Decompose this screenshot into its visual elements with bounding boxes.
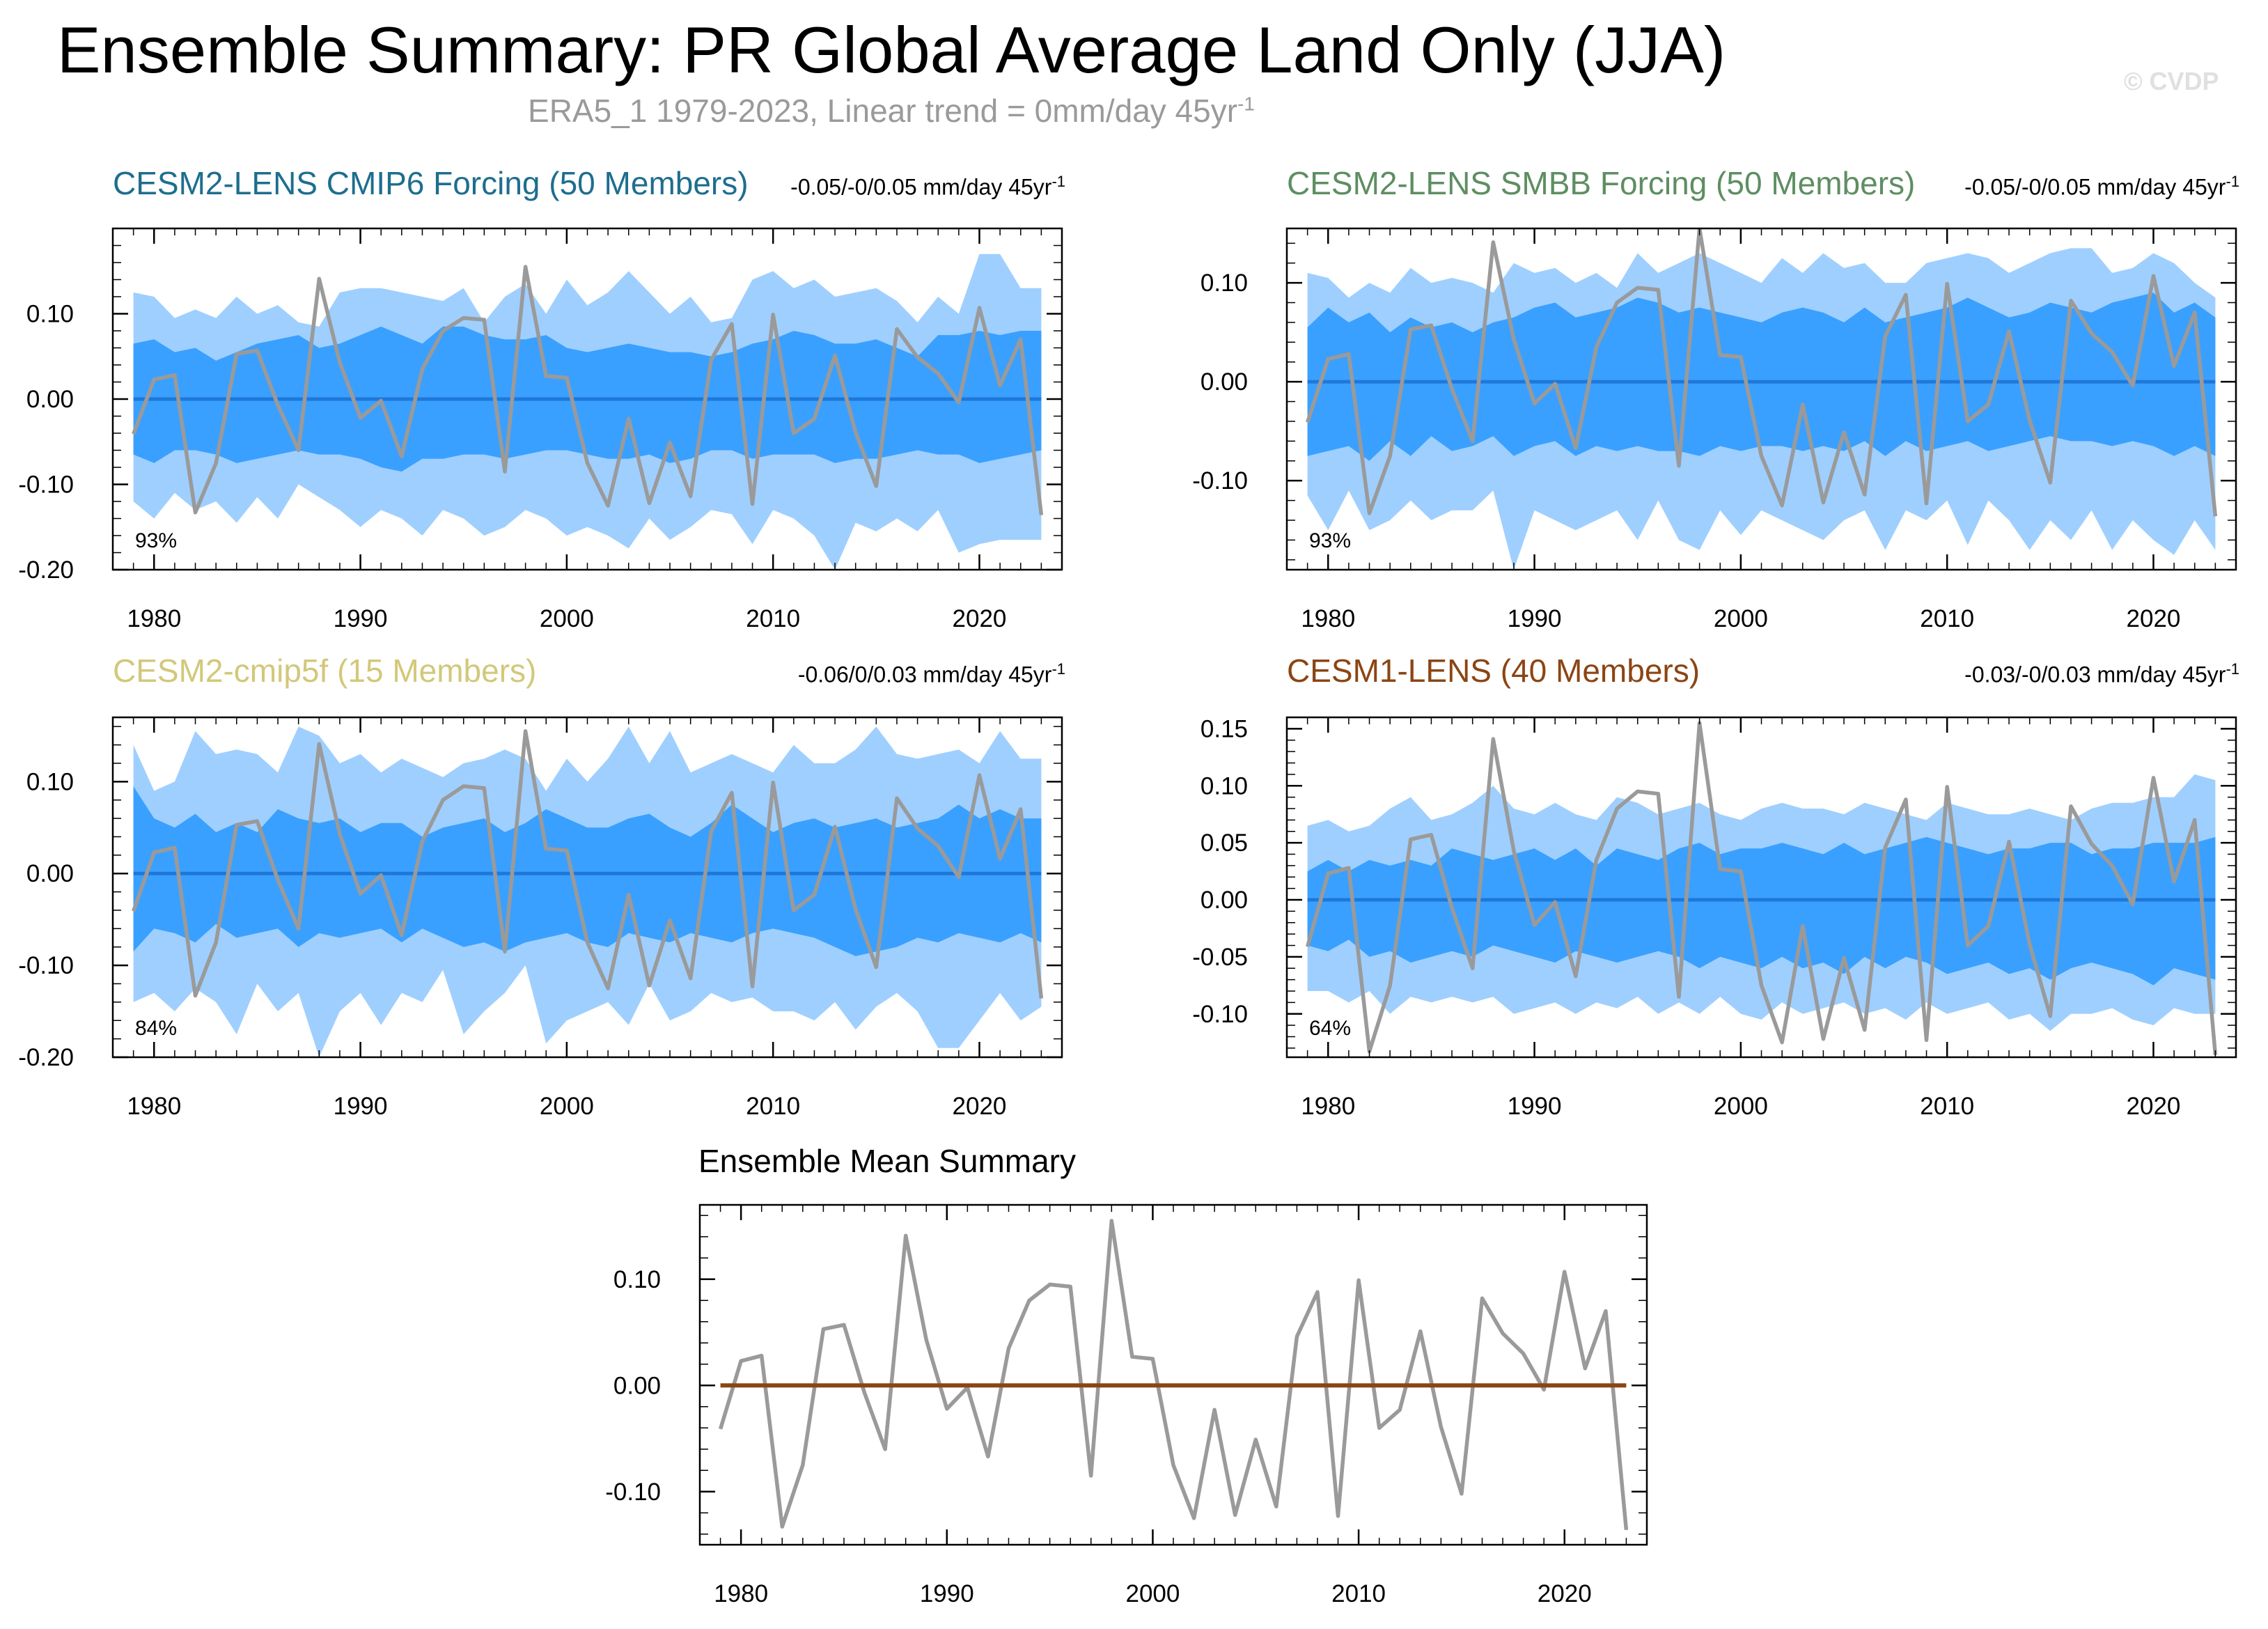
panel-1-plot-area — [132, 254, 1044, 570]
panel-1-x-tick-label: 2020 — [953, 605, 1007, 632]
panel-1-trend-text: -0.05/-0/0.05 mm/day 45yr — [790, 174, 1052, 200]
panel-2-title: CESM2-LENS SMBB Forcing (50 Members) — [1287, 165, 1916, 201]
panel-4-x-tick-label: 2020 — [2127, 1093, 2181, 1120]
panel-3-x-tick-label: 2000 — [540, 1093, 594, 1120]
panel-2-y-tick-label: 0.10 — [1201, 270, 1248, 297]
panel-3-x-tick-label: 2020 — [953, 1093, 1007, 1120]
panel-1-y-tick-label: -0.20 — [18, 556, 74, 584]
panel-3-y-tick-label: 0.00 — [26, 860, 74, 887]
panel-1-y-tick-label: 0.10 — [26, 301, 74, 328]
panel-3-x-tick-label: 2010 — [746, 1093, 800, 1120]
panel-5-frame — [698, 1203, 1648, 1546]
subtitle-text: ERA5_1 1979-2023, Linear trend = 0mm/day… — [528, 93, 1238, 129]
panel-5-x-tick-label: 2000 — [1125, 1580, 1180, 1607]
panel-3-trend-text: -0.06/0/0.03 mm/day 45yr — [797, 662, 1052, 687]
panel-2-trend-exponent: -1 — [2226, 173, 2239, 190]
panel-5-x-tick-label: 1990 — [920, 1580, 974, 1607]
panel-4-inner-band — [1307, 836, 2216, 985]
panel-3-x-tick-label: 1990 — [334, 1093, 388, 1120]
panel-5-y-tick-label: 0.00 — [613, 1372, 661, 1399]
panel-5-y-tick-label: -0.10 — [605, 1479, 661, 1506]
panel-1-y-tick-label: -0.10 — [18, 471, 74, 499]
panel-4-y-tick-label: 0.15 — [1201, 715, 1248, 742]
panel-4-x-tick-label: 1980 — [1301, 1093, 1355, 1120]
panel-3-observation-line — [132, 729, 1044, 999]
panel-3-plot-area — [132, 726, 1044, 1057]
panel-5-title: Ensemble Mean Summary — [698, 1143, 1076, 1179]
panel-2-inner-band — [1307, 293, 2216, 461]
panel-4-trend-text: -0.03/-0/0.03 mm/day 45yr — [1964, 662, 2226, 687]
panel-4-trend: -0.03/-0/0.03 mm/day 45yr-1 — [1870, 660, 2239, 688]
panel-4-percent-label: 64% — [1309, 1017, 1351, 1040]
panel-4-trend-exponent: -1 — [2226, 660, 2239, 678]
panel-2-x-tick-label: 2020 — [2127, 605, 2181, 632]
panel-2-plot-area — [1305, 228, 2218, 570]
panel-5-observation-line — [718, 1219, 1629, 1530]
subtitle-exponent: -1 — [1237, 93, 1255, 115]
panel-1-observation-line — [132, 265, 1044, 515]
panel-2-percent-label: 93% — [1309, 529, 1351, 552]
panel-4-plot-area — [1305, 721, 2218, 1055]
panel-4-plot: -0.10 -0.05 0.00 0.05 0.10 0.15 1980 1990 2000 20… — [1192, 715, 2237, 1120]
panel-3-trend: -0.06/0/0.03 mm/day 45yr-1 — [696, 660, 1065, 688]
panel-4-y-tick-label: -0.05 — [1192, 944, 1248, 971]
copyright-mark: © CVDP — [2124, 67, 2219, 95]
panel-2-x-tick-label: 2000 — [1714, 605, 1768, 632]
panel-2-plot: -0.10 0.00 0.10 1980 1990 2000 2010 2020 93% — [1192, 227, 2237, 632]
panel-3-x-tick-label: 1980 — [127, 1093, 181, 1120]
panel-5-x-tick-label: 2020 — [1538, 1580, 1592, 1607]
panel-4-x-tick-label: 2010 — [1920, 1093, 1974, 1120]
panel-1-trend: -0.05/-0/0.05 mm/day 45yr-1 — [696, 173, 1065, 201]
panel-1-x-tick-label: 1990 — [334, 605, 388, 632]
panel-3-percent-label: 84% — [135, 1017, 177, 1040]
panel-5-plot: -0.10 0.00 0.10 1980 1990 2000 2010 2020 — [605, 1203, 1648, 1607]
panel-4-x-tick-label: 1990 — [1508, 1093, 1562, 1120]
panel-2-observation-line — [1305, 228, 2218, 517]
panel-2-y-tick-label: 0.00 — [1201, 368, 1248, 396]
panel-4-title: CESM1-LENS (40 Members) — [1287, 653, 1700, 689]
panel-1-y-tick-label: 0.00 — [26, 386, 74, 413]
panel-4-y-tick-label: 0.00 — [1201, 887, 1248, 914]
panel-4-observation-line — [1305, 721, 2218, 1055]
panel-2-x-tick-label: 1980 — [1301, 605, 1355, 632]
panel-2-trend-text: -0.05/-0/0.05 mm/day 45yr — [1964, 174, 2226, 200]
panel-5-y-tick-label: 0.10 — [613, 1266, 661, 1293]
panel-2-x-tick-label: 1990 — [1508, 605, 1562, 632]
panel-5-x-tick-label: 2010 — [1331, 1580, 1386, 1607]
panel-3-y-tick-label: -0.10 — [18, 952, 74, 979]
panel-1-x-tick-label: 2000 — [540, 605, 594, 632]
panel-2-x-tick-label: 2010 — [1920, 605, 1974, 632]
panel-1-x-tick-label: 1980 — [127, 605, 181, 632]
panel-1-percent-label: 93% — [135, 529, 177, 552]
page-subtitle: ERA5_1 1979-2023, Linear trend = 0mm/day… — [0, 92, 1783, 130]
panel-1-plot: -0.20 -0.10 0.00 0.10 1980 1990 2000 2010 2020 93… — [18, 227, 1063, 632]
panel-4-y-tick-label: -0.10 — [1192, 1001, 1248, 1028]
panel-1-x-tick-label: 2010 — [746, 605, 800, 632]
panel-3-inner-band — [133, 786, 1042, 956]
panel-3-y-tick-label: -0.20 — [18, 1044, 74, 1071]
panel-2-y-tick-label: -0.10 — [1192, 467, 1248, 494]
panel-5-plot-area — [718, 1219, 1629, 1530]
panel-3-title: CESM2-cmip5f (15 Members) — [113, 653, 537, 689]
page-title: Ensemble Summary: PR Global Average Land… — [56, 13, 1726, 86]
panel-3-plot: -0.20 -0.10 0.00 0.10 1980 1990 2000 2010 2020 84… — [18, 716, 1063, 1120]
panel-3-y-tick-label: 0.10 — [26, 768, 74, 795]
panel-4-y-tick-label: 0.10 — [1201, 772, 1248, 800]
panel-3-trend-exponent: -1 — [1051, 660, 1065, 678]
panel-4-y-tick-label: 0.05 — [1201, 829, 1248, 857]
panel-1-title: CESM2-LENS CMIP6 Forcing (50 Members) — [113, 165, 749, 201]
panel-4-x-tick-label: 2000 — [1714, 1093, 1768, 1120]
panel-2-trend: -0.05/-0/0.05 mm/day 45yr-1 — [1870, 173, 2239, 201]
panel-5-x-tick-label: 1980 — [714, 1580, 768, 1607]
panel-1-trend-exponent: -1 — [1051, 173, 1065, 190]
